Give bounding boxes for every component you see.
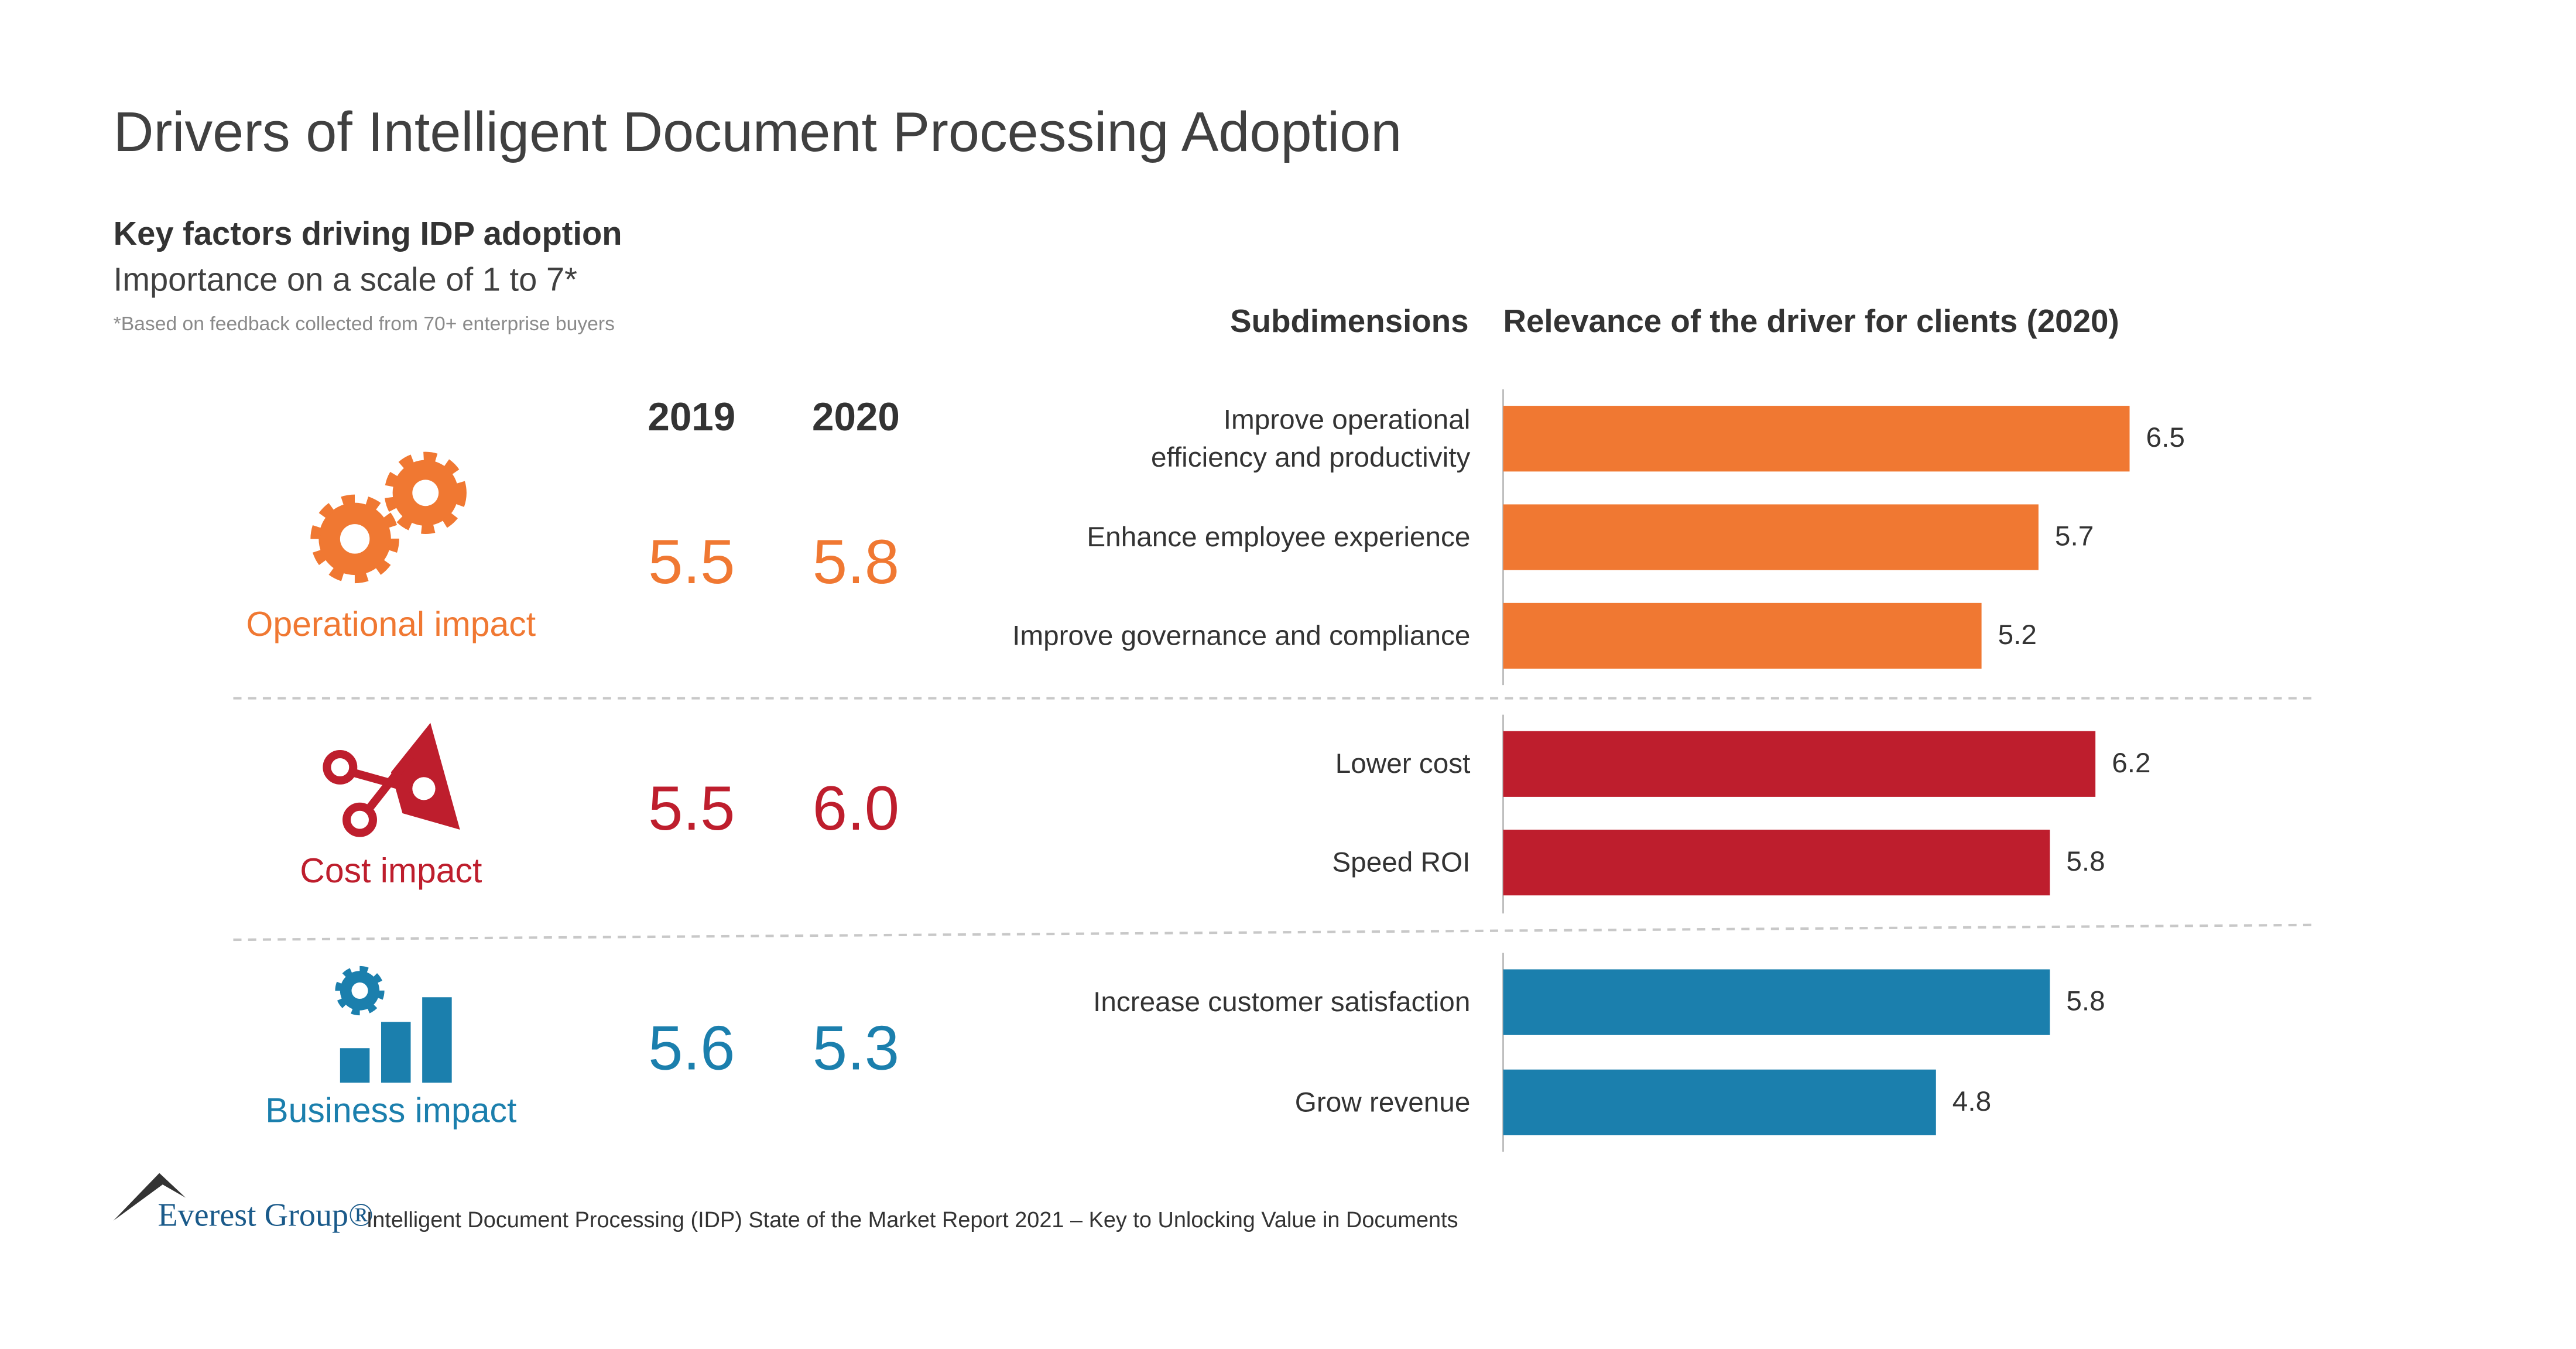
- heading: Key factors driving IDP adoption: [113, 217, 622, 254]
- category-title: Subdimensions: [1230, 304, 1469, 340]
- category-label: Improve governance and compliance: [1012, 620, 1471, 652]
- cost-icon: [323, 723, 460, 837]
- score: 5.5: [648, 529, 735, 598]
- category-label: Speed ROI: [1332, 847, 1471, 878]
- title: Drivers of Intelligent Document Processi…: [113, 101, 1402, 165]
- group-label: Cost impact: [300, 852, 482, 891]
- category-label: Lower cost: [1335, 748, 1471, 780]
- score: 5.6: [648, 1015, 735, 1084]
- value-label: 5.8: [2066, 846, 2105, 878]
- value-label: 6.2: [2112, 747, 2151, 779]
- separator: [233, 923, 2312, 941]
- bar: [1503, 830, 2050, 896]
- bar: [1503, 969, 2050, 1035]
- bar: [1503, 1069, 1936, 1135]
- chart-title: Relevance of the driver for clients (202…: [1503, 304, 2119, 340]
- value-label: 4.8: [1952, 1086, 1992, 1118]
- value-label: 6.5: [2146, 422, 2185, 454]
- group-label: Business impact: [265, 1092, 517, 1131]
- year-header: 2019: [648, 396, 736, 441]
- bar: [1503, 406, 2130, 472]
- category-label: Enhance employee experience: [1087, 521, 1471, 553]
- logo-mark: [113, 1173, 186, 1221]
- note: *Based on feedback collected from 70+ en…: [113, 312, 615, 335]
- group-label: Operational impact: [246, 606, 536, 644]
- footer: Intelligent Document Processing (IDP) St…: [366, 1207, 1458, 1232]
- score: 5.5: [648, 775, 735, 845]
- score: 6.0: [812, 775, 900, 845]
- value-label: 5.2: [1998, 619, 2037, 651]
- gears-icon: [310, 451, 467, 584]
- category-label: Improve operational efficiency and produ…: [1150, 404, 1471, 474]
- score: 5.3: [812, 1015, 900, 1084]
- bar: [1503, 504, 2039, 570]
- category-label: Grow revenue: [1294, 1087, 1471, 1118]
- year-header: 2020: [811, 396, 900, 441]
- value-label: 5.7: [2054, 521, 2094, 552]
- business-icon: [335, 965, 452, 1083]
- value-label: 5.8: [2066, 985, 2105, 1017]
- brand: Everest Group®: [157, 1197, 374, 1234]
- score: 5.8: [812, 529, 900, 598]
- bar: [1503, 731, 2096, 797]
- bar: [1503, 602, 1982, 669]
- category-label: Increase customer satisfaction: [1093, 987, 1471, 1018]
- subheading: Importance on a scale of 1 to 7*: [113, 262, 578, 299]
